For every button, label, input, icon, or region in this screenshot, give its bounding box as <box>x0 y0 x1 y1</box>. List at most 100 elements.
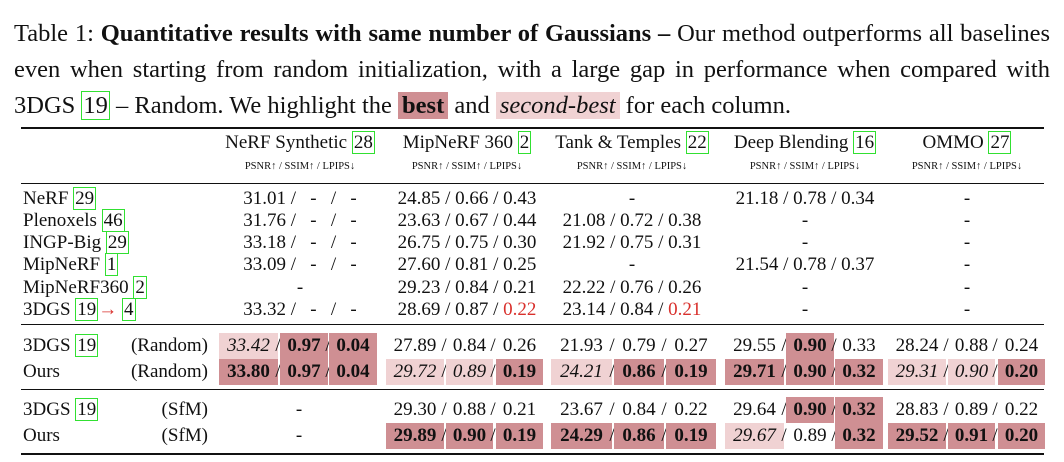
table-cell: - <box>295 399 303 420</box>
method-label: 3DGS 19 <box>23 397 99 423</box>
best-highlight <box>329 359 377 385</box>
second-highlight <box>386 359 444 385</box>
second-highlight <box>551 359 612 385</box>
value-separator: / <box>275 361 281 382</box>
column-citation[interactable]: 28 <box>351 131 375 154</box>
cell-value: 0.32 <box>842 361 876 382</box>
column-citation[interactable]: 16 <box>853 131 877 154</box>
table-cell: 33.18 / - / - <box>243 232 357 253</box>
cell-value: 0.97 <box>287 361 321 382</box>
value-separator: / <box>831 399 837 420</box>
column-header-label: MipNeRF 360 <box>402 132 518 153</box>
init-label: (SfM) <box>161 425 208 446</box>
method-citation[interactable]: 19 <box>75 298 99 321</box>
cell-value: 29.67 <box>733 425 776 446</box>
cell-value: 0.84 <box>452 335 487 356</box>
cell-value: 0.90 <box>793 361 827 382</box>
init-label: (Random) <box>130 335 208 356</box>
cell-value: 21.93 <box>560 335 603 356</box>
best-highlight <box>835 359 883 385</box>
table-cell: 31.01 / - / - <box>243 188 357 209</box>
cell-value: 0.32 <box>842 399 876 420</box>
cell-value: 0.27 <box>674 335 708 356</box>
table-cell: - <box>801 210 809 231</box>
header-rule <box>21 183 1044 184</box>
cell-value: 0.22 <box>674 399 708 420</box>
table-cell: 21.08 / 0.72 / 0.38 <box>562 210 702 231</box>
value-separator: / <box>781 425 787 446</box>
value-separator: / <box>943 425 949 446</box>
second-best-legend-chip: second-best <box>495 92 620 119</box>
best-highlight <box>446 423 493 449</box>
value-separator: / <box>609 425 615 446</box>
cell-value: 0.33 <box>842 335 876 356</box>
method-citation[interactable]: 2 <box>133 276 147 299</box>
caption-title: Quantitative results with same number of… <box>100 20 671 47</box>
method-citation[interactable]: 4 <box>122 298 136 321</box>
table-cell: - <box>963 277 971 298</box>
second-highlight <box>446 359 493 385</box>
cell-value: 0.90 <box>954 361 989 382</box>
column-citation[interactable]: 2 <box>517 131 532 154</box>
table-cell: - <box>963 254 971 275</box>
value-separator: / <box>781 399 787 420</box>
cell-value: 0.26 <box>502 335 537 356</box>
caption-citation[interactable]: 19 <box>81 91 110 120</box>
method-name: Ours <box>23 425 60 446</box>
cell-value: 0.88 <box>452 399 487 420</box>
method-label: Ours <box>23 359 60 385</box>
method-citation[interactable]: 29 <box>73 187 97 210</box>
value-separator: / <box>490 399 496 420</box>
best-highlight <box>835 397 883 423</box>
second-highlight <box>948 359 995 385</box>
value-separator: / <box>781 361 787 382</box>
value-separator: / <box>609 335 615 356</box>
caption-text-3: for each column. <box>619 92 791 119</box>
best-highlight <box>219 359 278 385</box>
best-highlight <box>835 423 883 449</box>
best-highlight <box>496 423 543 449</box>
method-label: Ours <box>23 423 60 449</box>
best-highlight <box>666 423 716 449</box>
init-label: (Random) <box>130 361 208 382</box>
method-citation[interactable]: 1 <box>104 253 119 276</box>
value-separator: / <box>831 335 837 356</box>
table-cell: - <box>628 188 636 209</box>
cell-value: 0.86 <box>622 361 656 382</box>
method-label: MipNeRF 1 <box>23 252 119 278</box>
table-cell: 24.85 / 0.66 / 0.43 <box>397 188 537 209</box>
cell-value: 0.89 <box>452 361 487 382</box>
best-highlight <box>998 359 1045 385</box>
value-separator: / <box>609 361 615 382</box>
cell-value: 0.79 <box>622 335 656 356</box>
best-legend-chip: best <box>398 92 449 119</box>
table-cell: - <box>963 299 971 320</box>
column-citation[interactable]: 22 <box>685 131 709 154</box>
method-name: 3DGS <box>23 335 76 356</box>
best-highlight <box>496 359 543 385</box>
method-citation[interactable]: 19 <box>75 334 99 357</box>
column-header: NeRF Synthetic 28 <box>210 131 390 155</box>
column-header-label: NeRF Synthetic <box>225 132 352 153</box>
method-citation[interactable]: 19 <box>75 398 99 421</box>
init-label: (SfM) <box>161 399 208 420</box>
method-label: Plenoxels 46 <box>23 208 125 234</box>
value-separator: / <box>992 361 998 382</box>
column-citation[interactable]: 27 <box>988 131 1012 154</box>
cell-value: 0.21 <box>502 399 537 420</box>
method-citation[interactable]: 29 <box>105 231 129 254</box>
cell-value: 0.20 <box>1004 425 1039 446</box>
cell-value: 0.24 <box>1004 335 1039 356</box>
table-cell: - <box>963 232 971 253</box>
cell-value: 0.04 <box>336 335 370 356</box>
table-cell: - <box>628 254 636 275</box>
value-separator: / <box>661 361 667 382</box>
value-separator: / <box>325 335 331 356</box>
method-citation[interactable]: 46 <box>101 209 125 232</box>
table-cell: 21.18 / 0.78 / 0.34 <box>735 188 875 209</box>
method-name: NeRF <box>23 188 74 209</box>
baseline-rule <box>21 324 1044 325</box>
column-header: Deep Blending 16 <box>715 131 895 155</box>
caption-text-1: Our method outperforms all baselines eve… <box>14 20 1050 119</box>
best-highlight <box>948 423 995 449</box>
